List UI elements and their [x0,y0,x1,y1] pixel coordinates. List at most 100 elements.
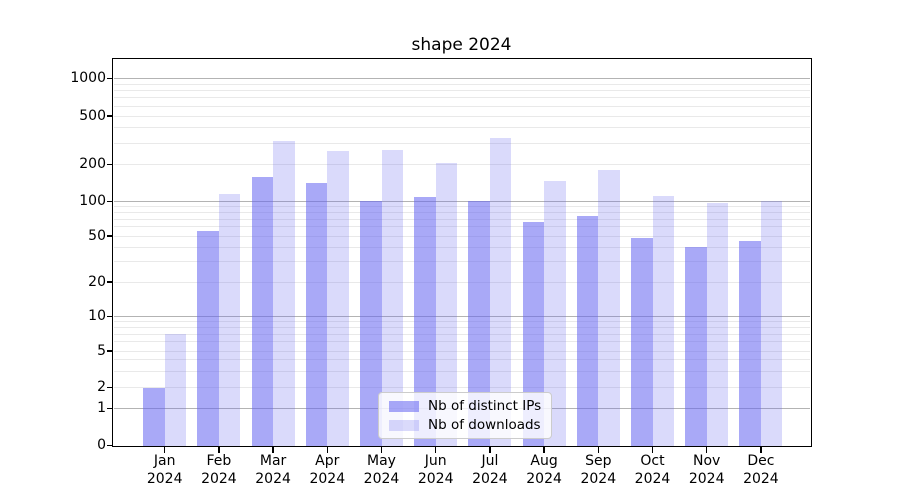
legend-swatch-downloads [389,419,419,431]
x-tick-mark [597,446,599,453]
gridline-minor [113,115,810,117]
y-tick-label: 500 [79,107,106,124]
bar-downloads [273,141,295,446]
bar-downloads [652,195,674,446]
bar-downloads [381,150,403,446]
gridline-minor [113,341,810,343]
y-tick-mark [107,387,113,389]
gridline-minor [113,370,810,372]
y-tick-mark [107,115,113,117]
bar-distinct-ips [631,238,653,446]
y-tick-label: 100 [79,193,106,210]
y-tick-label: 20 [88,273,106,290]
bar-downloads [327,150,349,446]
bar-distinct-ips [522,222,545,446]
bar-downloads [435,162,458,446]
gridline-minor [113,350,810,352]
y-tick-mark [107,77,113,79]
gridline-minor [113,218,810,220]
gridline-minor [113,206,810,208]
y-tick-label: 1000 [70,69,106,86]
y-tick-mark [107,350,113,352]
x-tick-label: Nov 2024 [688,453,725,487]
y-tick-mark [107,235,113,237]
bar-distinct-ips [739,241,761,446]
bar-downloads [164,334,187,446]
bar-distinct-ips [468,201,490,446]
x-tick-label: Feb 2024 [201,453,237,487]
bar-downloads [489,138,512,446]
gridline-minor [113,105,810,107]
y-tick-label: 1 [97,399,106,416]
x-tick-mark [651,446,654,453]
gridline-minor [113,281,810,283]
y-tick-label: 200 [79,156,106,173]
gridline-minor [113,142,810,144]
bar-downloads [544,180,566,446]
x-tick-mark [380,446,383,453]
gridline-minor [113,164,810,166]
x-tick-label: Jan 2024 [146,453,183,487]
gridline-minor [113,333,810,335]
gridline-minor [113,327,810,329]
bar-downloads [706,203,729,446]
x-tick-label: Dec 2024 [743,453,779,487]
y-tick-mark [107,444,113,447]
legend-item: Nb of downloads [389,417,541,433]
x-tick-mark [218,446,220,453]
gridline-minor [113,89,810,91]
x-tick-mark [435,446,437,453]
bar-downloads [760,200,783,446]
y-tick-mark [107,316,113,318]
bar-distinct-ips [197,231,219,446]
gridline-major [113,316,810,318]
x-tick-label: Sep 2024 [580,453,617,487]
y-tick-label: 5 [97,342,106,359]
gridline-major [113,77,810,79]
bar-distinct-ips [305,182,328,446]
gridline-minor [113,359,810,361]
gridline-minor [113,235,810,237]
y-tick-label: 10 [88,308,106,325]
bar-distinct-ips [143,387,165,446]
gridline-minor [113,226,810,228]
x-tick-mark [706,446,708,453]
y-tick-mark [107,407,113,409]
gridline-minor [113,246,810,248]
gridline-minor [113,321,810,323]
y-tick-label: 2 [97,379,106,396]
y-tick-label: 0 [97,437,106,453]
bar-downloads [598,170,620,446]
legend-swatch-distinct-ips [389,400,419,412]
gridline-major [113,201,810,203]
bar-distinct-ips [251,176,274,446]
gridline-minor [113,97,810,99]
chart-title: shape 2024 [411,35,512,55]
bar-distinct-ips [414,196,436,446]
gridline-minor [113,387,810,389]
x-tick-mark [489,446,491,453]
x-tick-label: Apr 2024 [309,453,346,487]
x-tick-label: Oct 2024 [634,453,671,487]
x-tick-label: May 2024 [363,453,400,487]
legend-item: Nb of distinct IPs [389,398,541,414]
x-tick-mark [326,446,328,453]
bar-distinct-ips [685,247,707,446]
bar-distinct-ips [360,200,382,446]
legend-label-downloads: Nb of downloads [428,417,541,433]
y-tick-mark [107,281,113,283]
bar-distinct-ips [576,215,599,446]
y-tick-label: 50 [88,227,106,244]
x-tick-label: Mar 2024 [255,453,291,487]
gridline-minor [113,83,810,85]
gridline-minor [113,212,810,214]
x-tick-mark [164,446,166,453]
x-tick-mark [543,446,545,453]
x-tick-mark [272,446,274,453]
y-tick-mark [107,164,113,166]
y-tick-mark [107,201,113,203]
gridline-minor [113,261,810,263]
x-tick-label: Jul 2024 [472,453,508,487]
legend-label-distinct-ips: Nb of distinct IPs [428,398,542,414]
